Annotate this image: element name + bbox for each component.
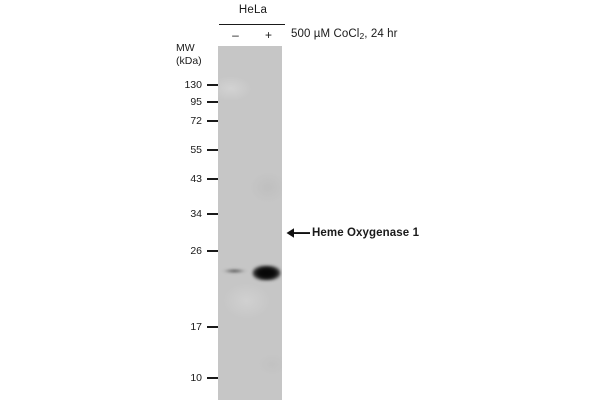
mw-marker-tick xyxy=(207,101,218,103)
mw-marker-value: 43 xyxy=(190,173,202,185)
mw-marker-tick xyxy=(207,326,218,328)
protein-band-faint xyxy=(221,268,248,274)
mw-marker-72: 72 xyxy=(150,115,218,127)
mw-marker-tick xyxy=(207,178,218,180)
lane-sign-row: – + xyxy=(219,28,285,44)
mw-marker-tick xyxy=(207,377,218,379)
mw-axis-title-text: MW xyxy=(176,42,195,54)
mw-marker-17: 17 xyxy=(150,321,218,333)
blot-lane-untreated xyxy=(218,46,250,400)
blot-membrane-panel xyxy=(218,46,282,400)
mw-axis-unit: (kDa) xyxy=(176,55,202,67)
cell-line-underline xyxy=(219,24,285,25)
mw-marker-tick xyxy=(207,213,218,215)
arrow-left-icon xyxy=(286,228,310,238)
treatment-text: 500 µM CoCl xyxy=(291,28,360,40)
mw-marker-value: 95 xyxy=(190,96,202,108)
treatment-subscript: 2 xyxy=(359,31,365,41)
mw-marker-value: 26 xyxy=(190,245,202,257)
mw-marker-tick xyxy=(207,149,218,151)
mw-marker-10: 10 xyxy=(150,372,218,384)
treatment-condition-label: 500 µM CoCl2, 24 hr xyxy=(291,28,398,41)
lane-sign-plus: + xyxy=(264,28,272,42)
mw-marker-value: 17 xyxy=(190,321,202,333)
protein-name-label: Heme Oxygenase 1 xyxy=(312,227,420,239)
mw-marker-value: 55 xyxy=(190,144,202,156)
mw-marker-43: 43 xyxy=(150,173,218,185)
blot-lane-treated xyxy=(250,46,282,400)
mw-marker-tick xyxy=(207,250,218,252)
mw-marker-55: 55 xyxy=(150,144,218,156)
mw-marker-value: 34 xyxy=(190,208,202,220)
mw-marker-26: 26 xyxy=(150,245,218,257)
mw-marker-value: 72 xyxy=(190,115,202,127)
lane-sign-minus: – xyxy=(232,28,239,42)
mw-marker-value: 10 xyxy=(190,372,202,384)
mw-marker-130: 130 xyxy=(150,79,218,91)
protein-band-strong xyxy=(252,265,281,281)
mw-marker-value: 130 xyxy=(184,79,202,91)
mw-axis-title: MW (kDa) xyxy=(176,42,202,68)
mw-marker-tick xyxy=(207,120,218,122)
treatment-suffix: , 24 hr xyxy=(364,28,398,40)
cell-line-label: HeLa xyxy=(238,4,268,16)
band-annotation: Heme Oxygenase 1 xyxy=(286,224,419,242)
mw-marker-95: 95 xyxy=(150,96,218,108)
mw-marker-tick xyxy=(207,84,218,86)
mw-marker-34: 34 xyxy=(150,208,218,220)
